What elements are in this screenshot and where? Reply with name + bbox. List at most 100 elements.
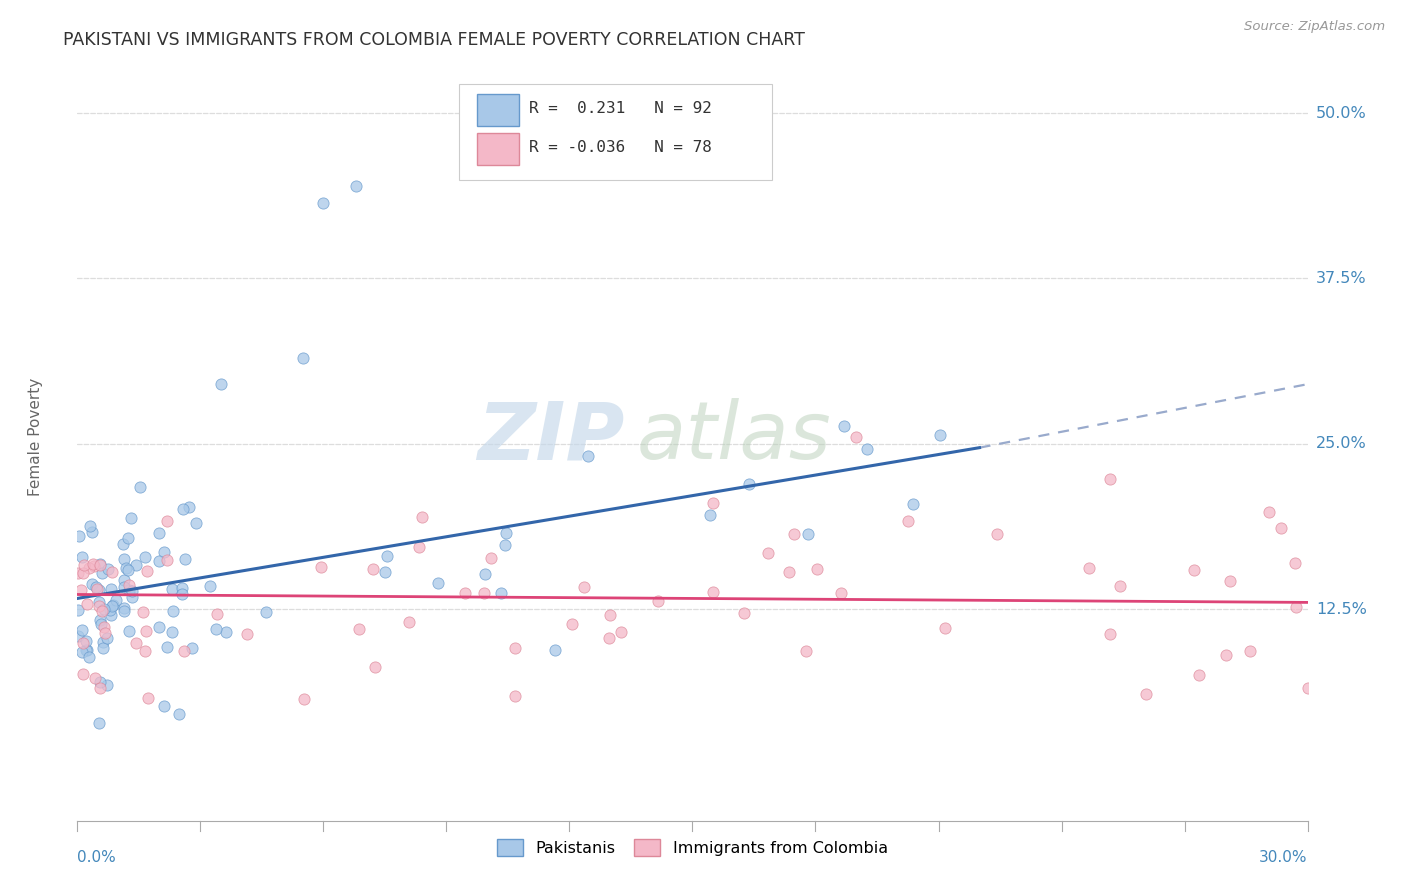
Point (1239, 643, 1261, 657)
Point (93, 619, 115, 633)
Point (702, 585, 724, 599)
Point (162, 604, 184, 618)
Point (1270, 521, 1292, 535)
Point (94, 626, 117, 640)
Point (156, 515, 179, 529)
Point (67, 529, 90, 543)
Point (135, 624, 157, 639)
Point (124, 636, 146, 650)
Point (347, 622, 370, 636)
Point (87, 716, 110, 731)
Point (112, 573, 135, 587)
Point (702, 496, 724, 510)
Text: 30.0%: 30.0% (1260, 850, 1308, 864)
Point (309, 560, 332, 574)
FancyBboxPatch shape (477, 95, 519, 127)
Point (148, 554, 170, 568)
Point (505, 690, 527, 704)
Point (120, 510, 142, 524)
Point (544, 643, 567, 657)
Text: Source: ZipAtlas.com: Source: ZipAtlas.com (1244, 20, 1385, 33)
Point (576, 449, 599, 463)
FancyBboxPatch shape (458, 84, 772, 180)
Point (134, 644, 156, 658)
Point (375, 549, 398, 563)
Point (291, 351, 314, 365)
Point (1078, 560, 1101, 574)
Point (91, 604, 114, 618)
Point (87, 599, 110, 614)
Point (598, 631, 620, 645)
Point (72, 666, 94, 681)
Point (830, 585, 852, 599)
Point (87, 583, 110, 598)
Point (87, 595, 110, 609)
Point (1284, 556, 1306, 570)
Text: 37.5%: 37.5% (1316, 271, 1367, 285)
Point (292, 691, 315, 706)
Text: ZIP: ZIP (478, 398, 624, 476)
Text: R = -0.036   N = 78: R = -0.036 N = 78 (529, 140, 711, 154)
Point (845, 430, 868, 444)
Point (156, 553, 179, 567)
Point (177, 500, 200, 514)
Point (928, 428, 950, 442)
Point (134, 549, 156, 564)
Point (647, 594, 669, 608)
Point (83, 671, 105, 685)
Point (1099, 472, 1122, 486)
Point (82, 558, 104, 572)
Point (472, 585, 495, 599)
Text: Female Poverty: Female Poverty (28, 378, 42, 496)
Point (89, 675, 111, 690)
FancyBboxPatch shape (477, 133, 519, 165)
Text: 25.0%: 25.0% (1316, 436, 1367, 451)
Point (90, 566, 112, 580)
Point (132, 605, 155, 619)
Point (256, 605, 278, 619)
Point (207, 607, 229, 622)
Point (489, 585, 512, 599)
Point (112, 580, 135, 594)
Point (75, 633, 97, 648)
Point (832, 418, 855, 433)
Point (503, 641, 526, 656)
Point (160, 582, 183, 597)
Point (312, 196, 335, 211)
Point (66, 629, 89, 643)
Point (90, 616, 112, 631)
Text: atlas: atlas (637, 398, 832, 476)
Point (1215, 648, 1237, 663)
Point (69, 583, 91, 598)
Point (794, 643, 817, 657)
Point (897, 514, 920, 528)
Point (454, 586, 477, 600)
Point (1285, 599, 1308, 614)
Point (783, 527, 806, 541)
Point (148, 620, 170, 634)
Point (172, 581, 194, 595)
Point (408, 540, 430, 554)
Point (97, 562, 120, 576)
Point (72, 636, 94, 650)
Point (118, 578, 141, 592)
Point (101, 599, 124, 613)
Point (111, 536, 134, 550)
Point (495, 525, 517, 540)
Point (934, 621, 956, 635)
Point (112, 604, 135, 618)
Point (758, 546, 780, 560)
Point (173, 644, 195, 658)
Point (96, 631, 118, 645)
Point (118, 624, 141, 639)
Point (96, 678, 118, 692)
Point (374, 565, 396, 579)
Point (167, 707, 190, 722)
Point (186, 516, 208, 530)
Point (118, 582, 141, 597)
Point (89, 613, 111, 627)
Point (209, 377, 232, 392)
Point (561, 617, 583, 632)
Point (173, 552, 195, 566)
Point (117, 563, 139, 577)
